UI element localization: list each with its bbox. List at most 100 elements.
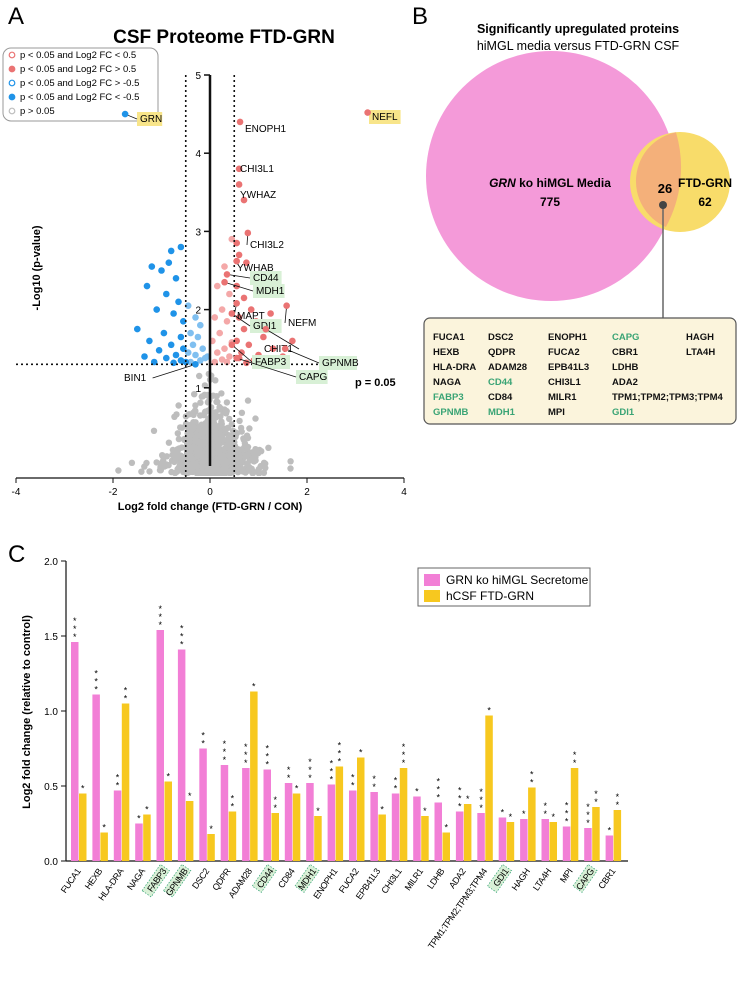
significance-star: * bbox=[273, 803, 277, 813]
sig-down-point bbox=[158, 267, 165, 274]
ns-point bbox=[138, 468, 145, 475]
ns-point bbox=[228, 450, 235, 457]
overlap-protein: ADA2 bbox=[612, 377, 638, 388]
ns-point bbox=[212, 414, 220, 421]
venn-circle-himgl bbox=[426, 51, 676, 301]
significance-star: * bbox=[551, 812, 555, 822]
svg-text:GPNMB: GPNMB bbox=[322, 358, 359, 369]
significance-star: * bbox=[594, 797, 598, 807]
y-tick-label: 3 bbox=[195, 227, 201, 238]
significance-star: * bbox=[330, 775, 334, 785]
overlap-protein: HLA-DRA bbox=[433, 362, 476, 373]
significance-star: * bbox=[188, 791, 192, 801]
significance-star: * bbox=[522, 809, 526, 819]
legend-swatch-csf bbox=[424, 590, 440, 602]
significance-star: * bbox=[359, 748, 363, 758]
sig-down-point bbox=[192, 314, 199, 321]
overlap-table-box bbox=[423, 317, 737, 425]
ns-point bbox=[238, 409, 246, 416]
svg-text:CAPG: CAPG bbox=[299, 372, 328, 383]
ns-point bbox=[159, 452, 166, 459]
significance-star: * bbox=[501, 808, 505, 818]
significance-star: * bbox=[338, 749, 342, 759]
legend-label: p < 0.05 and Log2 FC < -0.5 bbox=[20, 92, 139, 103]
ns-point bbox=[252, 415, 259, 422]
significance-star: * bbox=[351, 781, 355, 791]
ns-point bbox=[265, 444, 272, 451]
bar-label-ada2: ADA2 bbox=[447, 866, 468, 890]
significance-star: * bbox=[479, 795, 483, 805]
significance-star: * bbox=[308, 765, 312, 775]
svg-text:FUCA1: FUCA1 bbox=[59, 866, 83, 895]
significance-star: * bbox=[479, 803, 483, 813]
label-ywhab: YWHAB bbox=[233, 257, 274, 274]
bar-csf bbox=[378, 814, 386, 861]
x-tick-label: 0 bbox=[207, 487, 213, 498]
significance-star: * bbox=[145, 805, 149, 815]
significance-star: * bbox=[231, 802, 235, 812]
significance-star: * bbox=[338, 741, 342, 751]
sig-down-point bbox=[197, 321, 204, 329]
ns-point bbox=[162, 462, 169, 469]
bar-label-capg: CAPG bbox=[572, 863, 598, 893]
sig-down-point bbox=[148, 263, 156, 270]
ns-point bbox=[196, 445, 203, 452]
sig-down-point bbox=[170, 310, 177, 317]
legend-marker bbox=[8, 51, 16, 59]
bar-csf bbox=[592, 807, 600, 861]
label-gpnmb: GPNMB bbox=[281, 345, 359, 370]
significance-star: * bbox=[586, 802, 590, 812]
ns-point bbox=[260, 469, 268, 476]
ns-point bbox=[223, 399, 231, 406]
significance-star: * bbox=[244, 742, 248, 752]
significance-star: * bbox=[308, 757, 312, 767]
label-capg: CAPG bbox=[233, 354, 328, 384]
sig-down-point bbox=[165, 259, 173, 267]
significance-star: * bbox=[295, 784, 299, 794]
overlap-protein: DSC2 bbox=[488, 332, 513, 343]
significance-star: * bbox=[565, 809, 569, 819]
ns-point bbox=[171, 413, 178, 420]
sig-up-point bbox=[269, 345, 277, 353]
legend-marker bbox=[8, 65, 16, 73]
x-tick-label: -2 bbox=[109, 487, 118, 498]
ns-point bbox=[226, 457, 233, 465]
significance-star: * bbox=[380, 805, 384, 815]
bar-label-fuca1: FUCA1 bbox=[59, 866, 83, 895]
significance-star: * bbox=[201, 739, 205, 749]
x-tick-label: -4 bbox=[12, 487, 21, 498]
ns-point bbox=[199, 430, 206, 437]
bar-csf bbox=[100, 832, 108, 861]
panel-c-letter: C bbox=[8, 541, 25, 568]
bar-label-gdi1: GDI1 bbox=[487, 863, 513, 893]
svg-text:MILR1: MILR1 bbox=[403, 866, 425, 892]
significance-star: * bbox=[223, 747, 227, 757]
significance-star: * bbox=[159, 604, 163, 614]
ns-point bbox=[254, 450, 262, 457]
significance-star: * bbox=[81, 784, 85, 794]
significance-star: * bbox=[573, 750, 577, 760]
sig-down-point bbox=[194, 333, 202, 341]
significance-star: * bbox=[244, 758, 248, 768]
svg-text:NEFL: NEFL bbox=[372, 112, 398, 123]
ns-point bbox=[197, 399, 204, 406]
bar-secretome bbox=[391, 793, 400, 861]
significance-star: * bbox=[415, 787, 419, 797]
bar-secretome bbox=[562, 826, 571, 861]
x-axis-title: Log2 fold change (FTD-GRN / CON) bbox=[118, 501, 303, 513]
overlap-protein: GPNMB bbox=[433, 407, 469, 418]
significance-star: * bbox=[137, 814, 141, 824]
significance-star: * bbox=[159, 612, 163, 622]
bar-secretome bbox=[306, 783, 314, 861]
bar-secretome bbox=[199, 748, 207, 861]
sig-down-point bbox=[163, 290, 170, 298]
ns-point bbox=[201, 382, 209, 389]
ns-point bbox=[235, 446, 242, 453]
significance-star: * bbox=[530, 778, 534, 788]
overlap-table: FUCA1 HEXB HLA-DRA NAGA FABP3 GPNMB DSC2 QDPR AD… bbox=[433, 332, 724, 418]
bar-secretome bbox=[71, 642, 79, 861]
bar-series: * * * * * * * * * * * * * * * * * * * * * * * * * * * * * * * * * * * * * * * *… bbox=[71, 604, 622, 861]
bar-label-milr1: MILR1 bbox=[403, 866, 425, 892]
bar-secretome bbox=[220, 765, 229, 861]
